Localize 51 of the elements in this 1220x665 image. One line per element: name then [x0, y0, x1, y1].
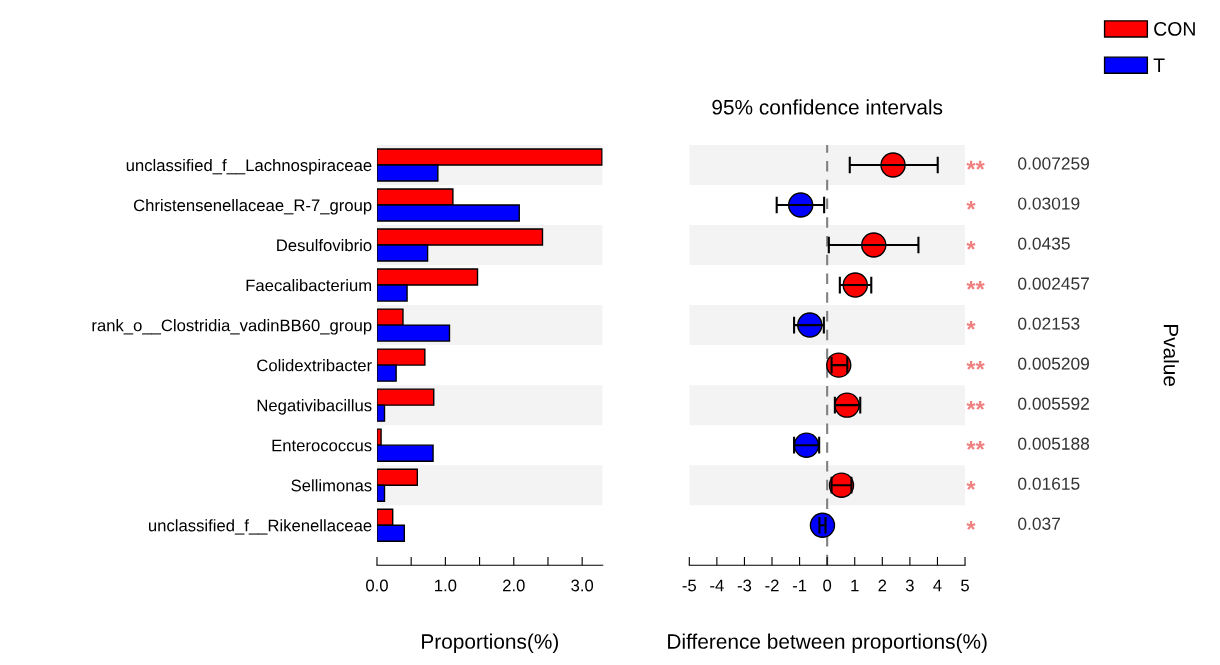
y-tick-label: Desulfovibrio — [277, 239, 372, 252]
legend-label: T — [1153, 58, 1165, 72]
x-tick-label: 1 — [851, 579, 859, 592]
chart-title: 95% confidence intervals — [712, 99, 943, 115]
text: 0.002457 — [1018, 277, 1089, 290]
text: 0.037 — [1018, 517, 1060, 530]
x-tick-label: 1.0 — [435, 579, 457, 592]
text: ** — [966, 441, 985, 450]
text: 0.01615 — [1018, 477, 1080, 490]
text: 0.007259 — [1018, 157, 1089, 170]
text: ** — [966, 160, 985, 170]
x-tick-label: 0 — [823, 579, 832, 592]
text: 0.0435 — [1018, 237, 1070, 250]
text: * — [966, 200, 976, 210]
text: 0.005592 — [1018, 397, 1089, 410]
text: ** — [966, 280, 985, 290]
y-tick-label: Enterococcus — [272, 439, 372, 452]
y-tick-label: Colidextribacter — [257, 359, 372, 372]
text: * — [966, 481, 976, 490]
x-tick-label: 4 — [933, 579, 942, 592]
x-tick-label: -1 — [792, 579, 807, 592]
text: 0.005209 — [1018, 357, 1089, 370]
x-tick-label: 3.0 — [571, 579, 594, 592]
x-axis-title: Difference between proportions(%) — [668, 633, 987, 653]
x-tick-label: 2.0 — [503, 579, 525, 592]
x-tick-label: -4 — [710, 579, 724, 592]
y-tick-label: rank_o__Clostridia_vadinBB60_group — [92, 319, 372, 335]
text: * — [966, 521, 976, 530]
text: 0.03019 — [1018, 197, 1080, 210]
legend-label: CON — [1154, 22, 1195, 36]
y-tick-label: Negativibacillus — [257, 399, 372, 415]
x-tick-label: -2 — [765, 579, 779, 592]
x-tick-label: 5 — [961, 579, 969, 592]
text: * — [966, 240, 976, 250]
y2-axis-title: Pvalue — [1163, 324, 1179, 387]
y-tick-label: Faecalibacterium — [246, 279, 372, 292]
x-tick-label: 0.0 — [366, 579, 388, 592]
x-tick-label: 2 — [878, 579, 887, 592]
text: 0.02153 — [1018, 317, 1080, 330]
y-tick-label: unclassified_f__Lachnospiraceae — [126, 158, 372, 175]
x-axis-title: Proportions(%) — [422, 633, 559, 653]
text: 0.005188 — [1018, 437, 1090, 450]
text: ** — [966, 401, 985, 410]
y-tick-label: Christensenellaceae_R-7_group — [133, 198, 372, 215]
x-tick-label: 3 — [905, 579, 914, 592]
y-tick-label: Sellimonas — [291, 479, 372, 492]
x-tick-label: -5 — [682, 579, 697, 592]
x-tick-label: -3 — [737, 579, 752, 592]
y-tick-label: unclassified_f__Rikenellaceae — [149, 519, 372, 535]
text: * — [966, 320, 976, 330]
text: ** — [966, 360, 985, 370]
